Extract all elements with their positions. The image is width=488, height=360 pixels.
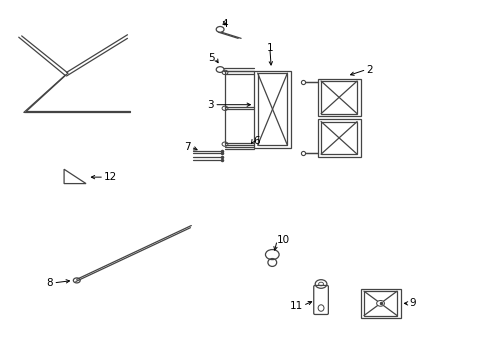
Text: 12: 12 xyxy=(104,172,117,182)
Bar xyxy=(321,122,356,154)
Text: 5: 5 xyxy=(208,53,215,63)
Circle shape xyxy=(376,301,384,306)
Text: 8: 8 xyxy=(47,278,53,288)
Text: 7: 7 xyxy=(184,142,190,152)
Bar xyxy=(321,81,356,114)
Text: 11: 11 xyxy=(289,301,303,311)
Bar xyxy=(360,289,400,318)
Bar xyxy=(254,71,290,148)
Text: 10: 10 xyxy=(277,235,290,245)
Text: 1: 1 xyxy=(266,43,273,53)
Bar xyxy=(317,119,360,157)
Text: 9: 9 xyxy=(408,298,415,309)
Text: 2: 2 xyxy=(366,64,372,75)
Bar xyxy=(317,78,360,116)
Bar xyxy=(363,291,396,316)
Text: 3: 3 xyxy=(207,100,214,110)
Bar xyxy=(257,73,287,145)
Text: 4: 4 xyxy=(221,19,228,29)
Text: 6: 6 xyxy=(253,136,259,145)
